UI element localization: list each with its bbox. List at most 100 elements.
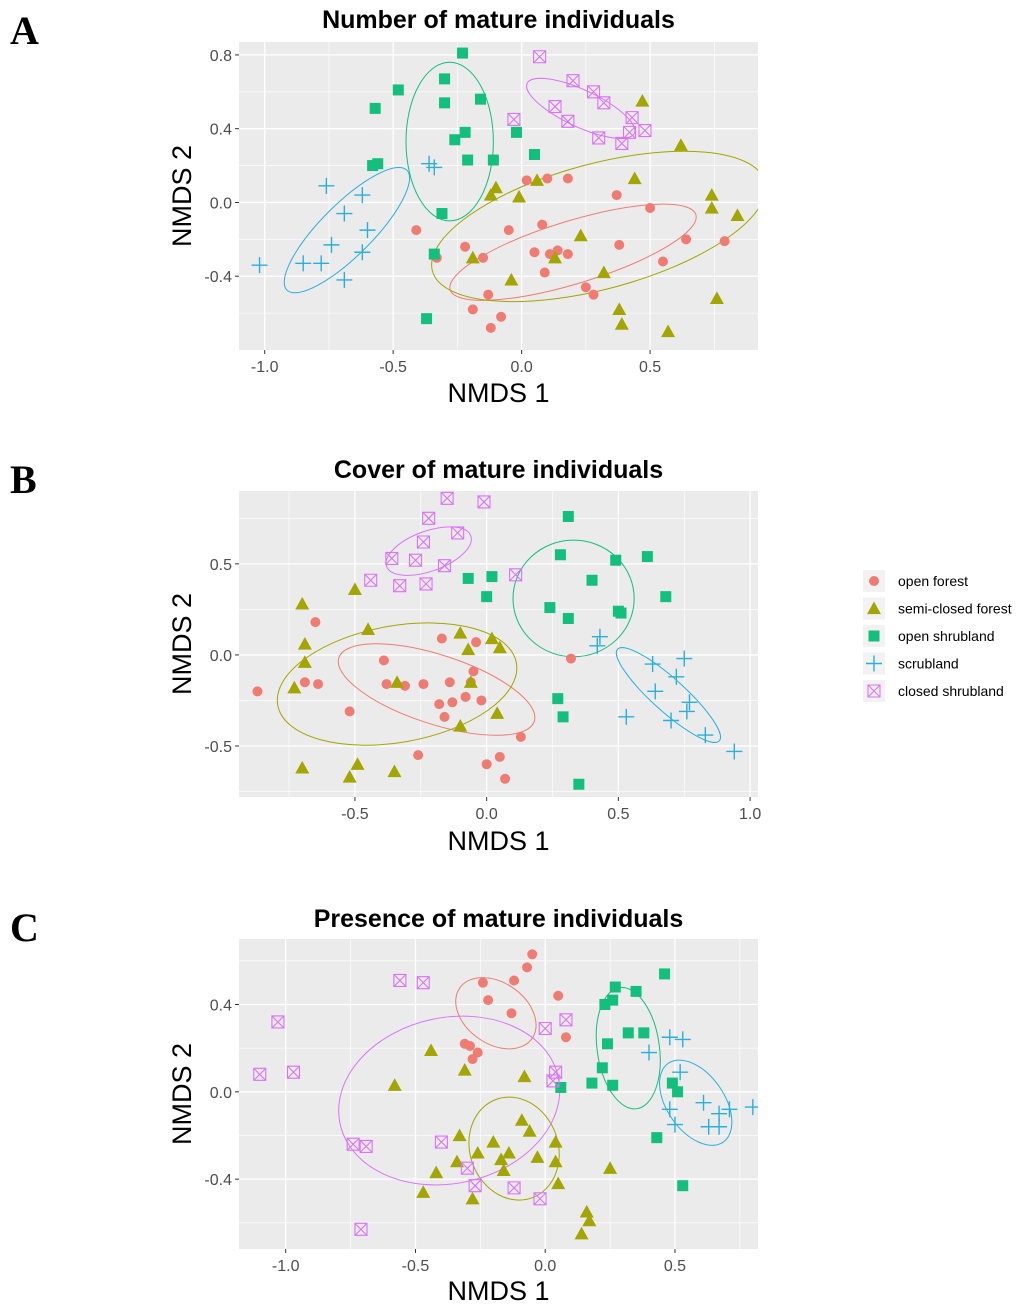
data-point xyxy=(424,1043,439,1056)
data-point xyxy=(287,680,302,694)
confidence-ellipse xyxy=(615,647,721,743)
series-semi-closed-forest xyxy=(287,582,507,783)
data-point xyxy=(627,171,642,185)
data-point xyxy=(444,677,455,688)
data-point xyxy=(346,1137,360,1151)
data-point xyxy=(313,679,324,690)
data-point xyxy=(647,683,664,700)
plot-background xyxy=(239,42,758,350)
data-point xyxy=(562,249,573,260)
panel-letter: C xyxy=(10,905,39,950)
data-point xyxy=(512,189,527,203)
confidence-ellipse xyxy=(431,150,758,303)
y-axis-label: NMDS 2 xyxy=(167,593,197,695)
x-tick-label: 0.0 xyxy=(534,1258,556,1275)
data-point xyxy=(426,159,443,176)
data-point xyxy=(310,617,321,628)
confidence-ellipse xyxy=(338,1015,561,1186)
plot-background xyxy=(239,939,758,1249)
data-point xyxy=(451,526,465,540)
data-point xyxy=(704,200,719,214)
data-point xyxy=(566,74,580,88)
data-point xyxy=(661,1101,678,1118)
data-point xyxy=(364,573,378,587)
data-point xyxy=(465,250,480,264)
series-scrubland xyxy=(251,155,443,288)
data-point xyxy=(601,1038,613,1050)
x-tick-label: -0.5 xyxy=(379,359,407,376)
data-point xyxy=(507,1181,521,1195)
data-point xyxy=(645,202,656,213)
data-point xyxy=(651,1132,663,1144)
data-point xyxy=(369,102,381,114)
plot-area xyxy=(252,491,743,790)
data-point xyxy=(557,711,569,723)
data-point xyxy=(517,1069,532,1083)
data-point xyxy=(666,1116,683,1133)
series-closed-shrubland xyxy=(364,491,523,593)
data-point xyxy=(488,180,503,194)
data-point xyxy=(429,1165,444,1179)
data-point xyxy=(286,1065,301,1079)
confidence-ellipse xyxy=(276,622,518,746)
confidence-ellipse xyxy=(283,166,411,294)
data-point xyxy=(464,1040,475,1051)
y-tick-label: 0.5 xyxy=(210,557,232,574)
data-point xyxy=(385,551,399,565)
data-point xyxy=(622,1027,634,1039)
data-point xyxy=(449,134,461,146)
data-point xyxy=(612,302,627,316)
data-point xyxy=(439,97,451,109)
data-point xyxy=(457,47,469,59)
x-tick-label: 0.5 xyxy=(664,1258,686,1275)
data-point xyxy=(586,1077,598,1089)
data-point xyxy=(496,311,507,322)
data-point xyxy=(449,1154,464,1168)
data-point xyxy=(597,96,611,110)
series-open-shrubland xyxy=(462,511,672,790)
data-point xyxy=(510,126,522,138)
data-point xyxy=(501,1145,516,1159)
data-point xyxy=(573,778,585,790)
data-point xyxy=(562,173,573,184)
data-point xyxy=(610,554,622,566)
data-point xyxy=(709,291,724,304)
data-point xyxy=(573,228,588,242)
x-tick-label: 0.5 xyxy=(607,806,629,823)
data-point xyxy=(538,1021,552,1036)
data-point xyxy=(548,1154,563,1168)
confidence-ellipse xyxy=(455,977,537,1050)
data-point xyxy=(436,633,447,644)
data-point xyxy=(657,256,668,267)
data-point xyxy=(452,1128,467,1142)
data-point xyxy=(509,975,520,986)
data-point xyxy=(674,1031,691,1048)
data-point xyxy=(439,711,450,722)
x-axis-label: NMDS 1 xyxy=(447,826,549,856)
x-tick-label: -0.5 xyxy=(402,1258,430,1275)
chart-panel-c: C Presence of mature individuals -1.0 -0.5 0… xyxy=(10,905,758,1305)
data-point xyxy=(704,188,719,201)
x-tick-label: 1.0 xyxy=(739,806,761,823)
series-semi-closed-forest xyxy=(387,1043,618,1240)
data-point xyxy=(468,1179,482,1193)
data-point xyxy=(695,1094,712,1111)
data-point xyxy=(299,677,310,688)
data-point xyxy=(453,626,468,639)
confidence-ellipse xyxy=(526,77,636,139)
data-point xyxy=(463,675,478,688)
y-tick-label: -0.5 xyxy=(204,739,232,756)
data-point xyxy=(562,613,574,624)
data-point xyxy=(554,549,566,561)
data-point xyxy=(663,712,680,729)
data-point xyxy=(381,679,392,690)
data-point xyxy=(342,769,357,783)
data-point xyxy=(553,990,564,1001)
panel-letter: B xyxy=(10,457,37,502)
data-point xyxy=(586,574,598,586)
data-point xyxy=(387,1078,402,1091)
data-point xyxy=(603,1161,618,1174)
data-point xyxy=(483,289,494,300)
data-point xyxy=(660,591,672,603)
